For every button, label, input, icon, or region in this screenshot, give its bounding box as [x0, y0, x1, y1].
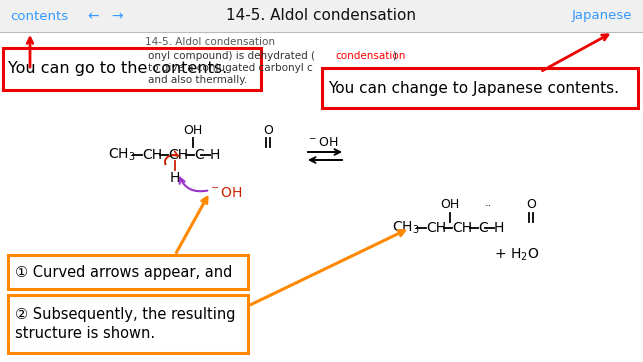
Text: $^-$OH: $^-$OH: [208, 186, 242, 200]
FancyBboxPatch shape: [3, 48, 261, 90]
Text: structure is shown.: structure is shown.: [15, 325, 155, 341]
Text: CH$_3$: CH$_3$: [392, 220, 420, 236]
FancyBboxPatch shape: [8, 295, 248, 353]
Text: ② Subsequently, the resulting: ② Subsequently, the resulting: [15, 307, 235, 321]
Text: + H$_2$O: + H$_2$O: [494, 247, 539, 263]
Text: $^-$OH: $^-$OH: [307, 136, 339, 150]
Text: 14-5. Aldol condensation: 14-5. Aldol condensation: [226, 8, 416, 24]
Text: onyl compound) is dehydrated (: onyl compound) is dehydrated (: [148, 51, 315, 61]
FancyBboxPatch shape: [8, 255, 248, 289]
Text: O: O: [526, 198, 536, 211]
Text: CH: CH: [142, 148, 162, 162]
Text: ① Curved arrows appear, and: ① Curved arrows appear, and: [15, 265, 232, 279]
Text: CH: CH: [426, 221, 446, 235]
Text: contents: contents: [10, 9, 68, 22]
Text: You can go to the contents.: You can go to the contents.: [8, 62, 227, 76]
Text: C: C: [478, 221, 488, 235]
Text: CH$_3$: CH$_3$: [108, 147, 136, 163]
Text: ··: ··: [484, 201, 492, 211]
Text: to give a conjugated carbonyl c: to give a conjugated carbonyl c: [148, 63, 312, 73]
Text: →: →: [111, 9, 123, 23]
Text: OH: OH: [440, 198, 460, 211]
Text: CH: CH: [168, 148, 188, 162]
Text: You can change to Japanese contents.: You can change to Japanese contents.: [328, 80, 619, 96]
Text: 14-5. Aldol condensation: 14-5. Aldol condensation: [145, 37, 275, 47]
Text: ←: ←: [87, 9, 99, 23]
Text: C: C: [194, 148, 204, 162]
FancyBboxPatch shape: [322, 68, 638, 108]
Text: O: O: [263, 123, 273, 136]
Text: and also thermally.: and also thermally.: [148, 75, 248, 85]
Text: ): ): [392, 51, 396, 61]
Text: condensation: condensation: [335, 51, 405, 61]
Text: Japanese: Japanese: [572, 9, 632, 22]
Text: OH: OH: [183, 123, 203, 136]
Text: CH: CH: [452, 221, 472, 235]
Text: H: H: [210, 148, 221, 162]
FancyBboxPatch shape: [0, 0, 643, 32]
Text: H: H: [494, 221, 504, 235]
Text: H: H: [170, 171, 180, 185]
